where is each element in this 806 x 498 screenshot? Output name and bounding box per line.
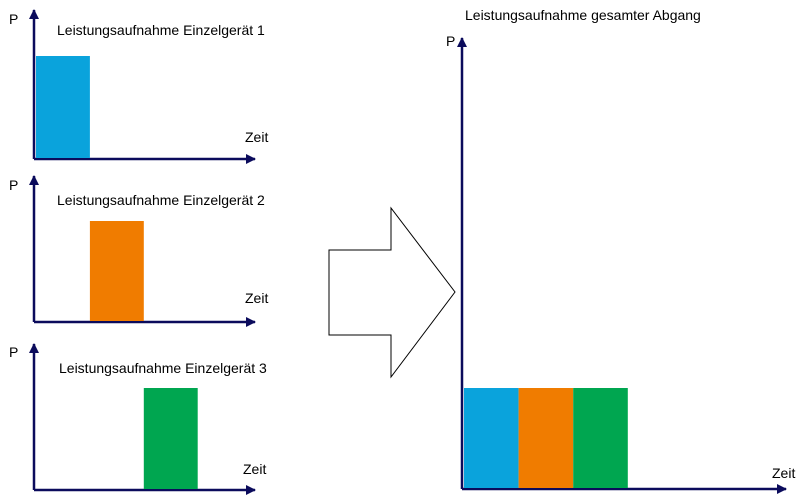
chart-panel-device-1: Leistungsaufnahme Einzelgerät 1 P Zeit bbox=[9, 9, 268, 164]
chart-title: Leistungsaufnahme Einzelgerät 2 bbox=[57, 192, 265, 208]
transition-arrow-shape bbox=[328, 206, 456, 379]
bar-group bbox=[89, 221, 144, 321]
y-axis-label: P bbox=[9, 11, 18, 27]
x-axis-label: Zeit bbox=[243, 461, 266, 477]
chart-panel-device-3: Leistungsaufnahme Einzelgerät 3 P Zeit bbox=[9, 343, 267, 495]
chart-title: Leistungsaufnahme Einzelgerät 3 bbox=[59, 360, 267, 376]
chart-panel-device-2: Leistungsaufnahme Einzelgerät 2 P Zeit bbox=[9, 175, 268, 327]
y-axis-label: P bbox=[9, 344, 18, 360]
power-bar-device-3 bbox=[143, 388, 198, 489]
bar-group bbox=[464, 388, 628, 488]
power-bar-device-2 bbox=[89, 221, 144, 321]
y-axis-label: P bbox=[9, 177, 18, 193]
y-axis-label: P bbox=[446, 33, 455, 49]
power-bar-device-1 bbox=[464, 388, 519, 488]
x-axis-label: Zeit bbox=[245, 290, 268, 306]
power-bar-device-3 bbox=[573, 388, 628, 488]
bar-group bbox=[36, 56, 90, 158]
x-axis-label: Zeit bbox=[245, 129, 268, 145]
x-axis-label: Zeit bbox=[772, 465, 795, 481]
chart-title: Leistungsaufnahme Einzelgerät 1 bbox=[57, 22, 265, 38]
power-bar-device-2 bbox=[518, 388, 574, 488]
chart-title: Leistungsaufnahme gesamter Abgang bbox=[465, 7, 701, 23]
chart-panel-total: Leistungsaufnahme gesamter Abgang P Zeit bbox=[446, 7, 795, 494]
power-bar-device-1 bbox=[36, 56, 90, 158]
bar-group bbox=[143, 388, 198, 489]
